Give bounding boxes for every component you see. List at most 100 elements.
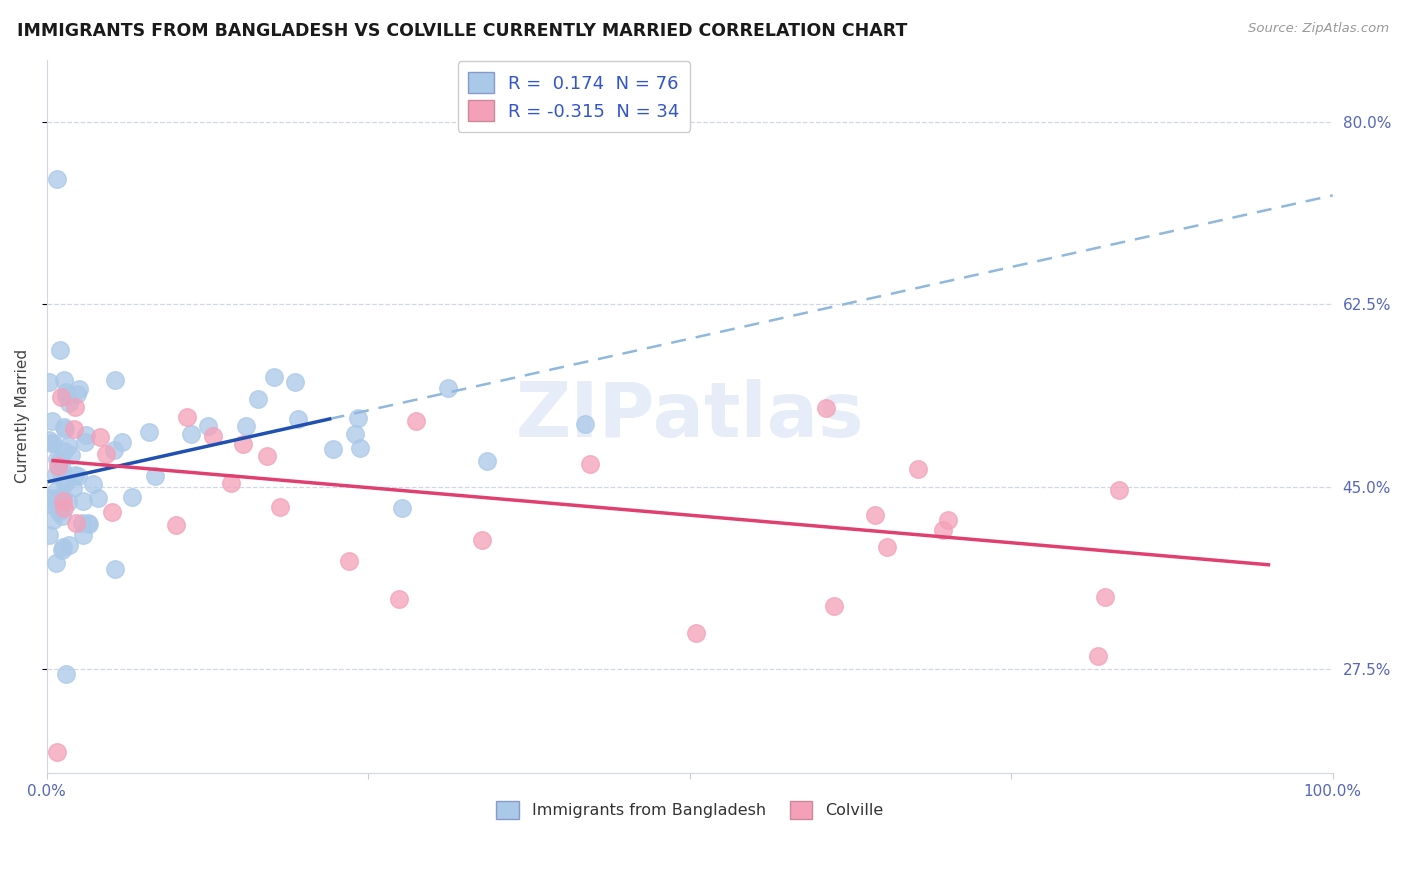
Point xyxy=(79,516,101,531)
Point xyxy=(52,540,75,554)
Point xyxy=(176,409,198,424)
Point xyxy=(46,172,69,186)
Point xyxy=(66,387,89,401)
Point xyxy=(1108,483,1130,497)
Point xyxy=(55,667,77,681)
Point xyxy=(55,475,77,489)
Point xyxy=(471,533,494,547)
Point xyxy=(52,494,75,508)
Point xyxy=(65,401,87,415)
Point xyxy=(477,454,499,468)
Point xyxy=(73,434,96,449)
Point xyxy=(53,373,76,387)
Point xyxy=(103,443,125,458)
Point xyxy=(82,477,104,491)
Point xyxy=(56,495,79,509)
Point xyxy=(197,418,219,433)
Point xyxy=(51,390,73,404)
Point xyxy=(46,451,69,466)
Point xyxy=(89,430,111,444)
Point xyxy=(51,509,73,524)
Point xyxy=(49,464,72,478)
Point xyxy=(53,475,76,490)
Point xyxy=(38,497,60,511)
Point xyxy=(51,489,73,503)
Point xyxy=(53,422,76,436)
Point xyxy=(405,414,427,428)
Point xyxy=(823,599,845,613)
Point xyxy=(1094,590,1116,604)
Point xyxy=(138,425,160,439)
Point xyxy=(1087,648,1109,663)
Point xyxy=(62,481,84,495)
Point xyxy=(55,385,77,400)
Point xyxy=(111,434,134,449)
Point xyxy=(103,373,125,387)
Point xyxy=(574,417,596,432)
Point xyxy=(72,493,94,508)
Point xyxy=(46,458,69,473)
Point xyxy=(247,392,270,406)
Point xyxy=(59,448,82,462)
Point xyxy=(63,421,86,435)
Point xyxy=(58,396,80,410)
Point xyxy=(263,369,285,384)
Point xyxy=(52,420,75,434)
Point xyxy=(876,540,898,554)
Point xyxy=(42,513,65,527)
Point xyxy=(143,468,166,483)
Point xyxy=(63,467,86,482)
Point xyxy=(235,419,257,434)
Point xyxy=(44,467,66,482)
Point xyxy=(56,439,79,453)
Point xyxy=(65,516,87,531)
Point xyxy=(38,375,60,389)
Point xyxy=(436,381,458,395)
Point xyxy=(907,462,929,476)
Point xyxy=(269,500,291,514)
Text: IMMIGRANTS FROM BANGLADESH VS COLVILLE CURRENTLY MARRIED CORRELATION CHART: IMMIGRANTS FROM BANGLADESH VS COLVILLE C… xyxy=(17,22,907,40)
Text: Source: ZipAtlas.com: Source: ZipAtlas.com xyxy=(1249,22,1389,36)
Point xyxy=(344,427,367,442)
Point xyxy=(67,382,90,396)
Point xyxy=(52,443,75,458)
Point xyxy=(75,428,97,442)
Point xyxy=(49,453,72,467)
Point xyxy=(72,527,94,541)
Point xyxy=(815,401,838,416)
Y-axis label: Currently Married: Currently Married xyxy=(15,350,30,483)
Point xyxy=(579,458,602,472)
Point xyxy=(42,436,65,450)
Point xyxy=(38,433,60,447)
Point xyxy=(38,491,60,505)
Point xyxy=(347,410,370,425)
Point xyxy=(58,538,80,552)
Point xyxy=(66,469,89,483)
Point xyxy=(388,592,411,607)
Point xyxy=(101,505,124,519)
Point xyxy=(180,427,202,442)
Point xyxy=(51,461,73,475)
Point xyxy=(45,484,67,499)
Point xyxy=(391,501,413,516)
Point xyxy=(219,475,242,490)
Point xyxy=(45,556,67,570)
Point xyxy=(41,414,63,428)
Point xyxy=(232,437,254,451)
Point xyxy=(256,450,278,464)
Point xyxy=(38,528,60,542)
Point xyxy=(77,516,100,530)
Point xyxy=(39,436,62,450)
Point xyxy=(53,500,76,515)
Point xyxy=(287,412,309,426)
Point xyxy=(932,523,955,537)
Legend: Immigrants from Bangladesh, Colville: Immigrants from Bangladesh, Colville xyxy=(491,795,890,826)
Point xyxy=(165,517,187,532)
Point xyxy=(322,442,344,456)
Point xyxy=(349,441,371,455)
Point xyxy=(48,492,70,507)
Point xyxy=(51,542,73,557)
Point xyxy=(48,505,70,519)
Point xyxy=(938,513,960,527)
Point xyxy=(49,343,72,357)
